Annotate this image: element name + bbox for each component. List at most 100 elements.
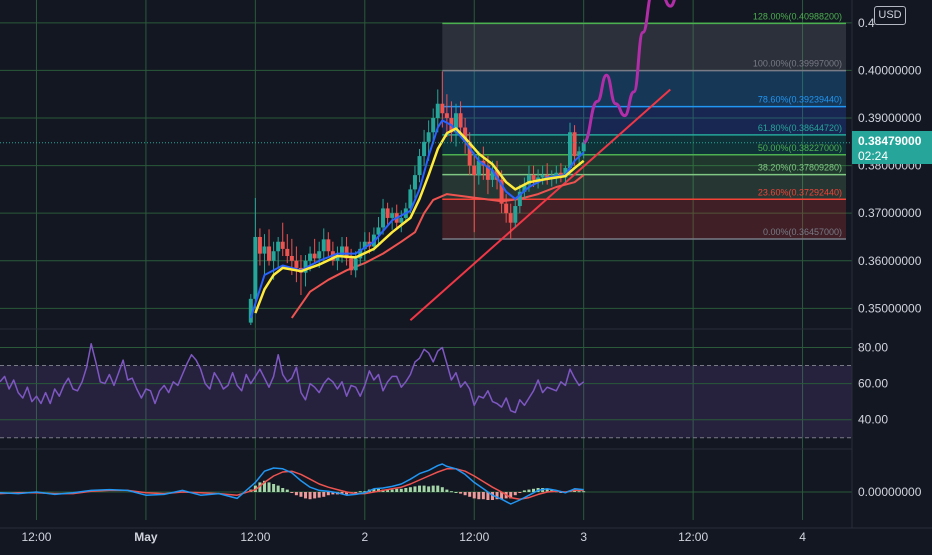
macd-signal-line — [0, 468, 584, 500]
macd-histogram-bar — [267, 482, 271, 492]
macd-histogram-bar — [550, 489, 554, 492]
candle-body — [285, 248, 290, 257]
trend-line — [409, 88, 671, 321]
candle-body — [495, 170, 500, 180]
macd-histogram-bar — [281, 488, 285, 492]
macd-histogram-bar — [299, 492, 303, 497]
macd-histogram-bar — [399, 488, 403, 492]
candle-body — [344, 246, 349, 259]
fib-level-label: 100.00%(0.39997000) — [753, 59, 842, 69]
macd-histogram-bar — [285, 489, 289, 492]
candle-body — [476, 160, 481, 176]
candle-body — [317, 251, 322, 259]
macd-histogram-bar — [431, 485, 435, 492]
macd-histogram-bar — [422, 485, 426, 492]
fib-level-label: 50.00%(0.38227000) — [758, 143, 842, 153]
macd-histogram-bar — [513, 492, 517, 496]
rsi-line — [0, 343, 585, 414]
candle-body — [399, 217, 404, 223]
macd-histogram-bar — [449, 491, 453, 493]
candle-body — [408, 189, 413, 209]
candle-body — [326, 239, 331, 252]
macd-histogram-bar — [408, 487, 412, 492]
macd-histogram-bar — [577, 491, 581, 493]
macd-histogram-bar — [486, 492, 490, 500]
macd-histogram-bar — [522, 490, 526, 492]
candle-body — [485, 165, 490, 180]
currency-badge[interactable]: USD — [874, 6, 906, 25]
candle-body — [422, 141, 427, 157]
price-panel — [0, 0, 852, 325]
candle-body — [362, 241, 367, 249]
ema-mid-line — [254, 127, 585, 314]
macd-histogram-bar — [477, 492, 481, 500]
rsi-band-fill — [0, 365, 852, 438]
macd-histogram-bar — [322, 492, 326, 497]
macd-histogram-bar — [545, 488, 549, 492]
candle-body — [513, 206, 518, 223]
rsi-tick-label: 40.00 — [858, 413, 888, 427]
macd-histogram-bar — [427, 486, 431, 492]
macd-histogram-bar — [459, 492, 463, 494]
time-tick-label: 12:00 — [240, 530, 270, 544]
macd-histogram-bar — [340, 492, 344, 494]
fibonacci-retracement: 128.00%(0.40988200) 100.00%(0.39997000) 78… — [442, 11, 846, 240]
macd-histogram-bar — [463, 492, 467, 496]
ema-slow-line — [290, 174, 585, 319]
macd-histogram-bar — [495, 492, 499, 500]
fib-level-label: 38.20%(0.37809280) — [758, 163, 842, 173]
macd-histogram-bar — [404, 488, 408, 492]
candle-body — [253, 236, 258, 299]
candle-body — [581, 142, 586, 152]
candle-body — [499, 179, 504, 204]
macd-line — [0, 463, 584, 505]
macd-histogram-bar — [345, 492, 349, 495]
fib-level-label: 23.60%(0.37292440) — [758, 187, 842, 197]
candle-body — [294, 260, 299, 268]
macd-histogram-bar — [395, 488, 399, 492]
macd-histogram-bar — [518, 492, 522, 493]
candle-body — [248, 298, 253, 323]
macd-histogram-bar — [440, 487, 444, 492]
candle-body — [385, 208, 390, 218]
price-axis-bg — [852, 0, 932, 550]
fib-level-label: 128.00%(0.40988200) — [753, 11, 842, 21]
candle-body — [435, 103, 440, 119]
candle-body — [262, 246, 267, 254]
macd-histogram-bar — [532, 488, 536, 492]
macd-histogram-bar — [472, 492, 476, 499]
price-tick-label: 0.37000000 — [858, 206, 922, 220]
candle-body — [257, 236, 262, 254]
candle-body — [276, 241, 281, 252]
candle-body — [353, 258, 358, 271]
candle-body — [289, 256, 294, 261]
grid-lines — [0, 0, 852, 520]
bar-countdown: 02:24 — [858, 149, 889, 163]
candle-body — [522, 184, 527, 192]
last-price-value: 0.38479000 — [858, 134, 922, 148]
macd-histogram-bar — [559, 492, 563, 493]
candle-body — [458, 113, 463, 128]
macd-histogram-bar — [582, 491, 586, 493]
macd-histogram-bar — [436, 485, 440, 492]
candle-body — [540, 175, 545, 178]
candle-body — [440, 103, 445, 114]
candle-body — [303, 260, 308, 273]
time-tick-label: 4 — [799, 530, 806, 544]
macd-histogram-bar — [445, 489, 449, 492]
price-tick-label: 0.40000000 — [858, 63, 922, 77]
macd-histogram-bar — [354, 492, 358, 493]
time-tick-label: 12:00 — [678, 530, 708, 544]
price-tick-label: 0.39000000 — [858, 111, 922, 125]
candle-body — [472, 165, 477, 176]
macd-histogram-bar — [509, 492, 513, 499]
candle-body — [340, 246, 344, 256]
fib-level-label: 78.60%(0.39239440) — [758, 95, 842, 105]
macd-histogram-bar — [358, 491, 362, 493]
macd-histogram-bar — [363, 491, 367, 493]
candle-body — [321, 239, 326, 252]
candle-body — [463, 127, 468, 142]
candle-body — [312, 253, 317, 259]
candle-body — [444, 113, 449, 119]
